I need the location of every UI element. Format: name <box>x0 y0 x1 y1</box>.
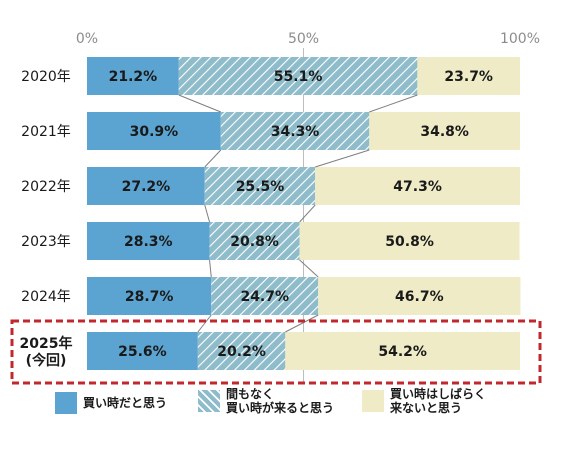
data-label: 50.8% <box>385 234 434 250</box>
x-tick-label: 50% <box>288 31 319 47</box>
data-label: 30.9% <box>130 124 179 140</box>
connector-line <box>369 94 418 113</box>
data-label: 28.7% <box>125 289 174 305</box>
connector-line <box>204 149 222 168</box>
connector-line <box>178 94 221 113</box>
x-tick-label: 100% <box>500 31 540 47</box>
legend-label-not-soon: 買い時はしばらく 来ないと思う <box>390 387 487 415</box>
bar-segment <box>315 167 520 205</box>
data-label: 20.2% <box>217 344 266 360</box>
legend-item-coming-soon: 間もなく 買い時が来ると思う <box>198 387 334 415</box>
category-label: 2023年 <box>21 234 71 250</box>
highlight-box <box>10 319 542 385</box>
bar-segment <box>211 277 319 315</box>
legend-label-coming-soon: 間もなく 買い時が来ると思う <box>226 387 335 415</box>
connector-line <box>299 204 316 223</box>
x-tick-label: 0% <box>76 31 98 47</box>
bar-segment <box>87 112 221 150</box>
bar-segment <box>369 112 520 150</box>
data-label: 34.3% <box>271 124 320 140</box>
category-label: 2022年 <box>21 179 71 195</box>
bar-segment <box>87 57 179 95</box>
bar-segment <box>178 57 418 95</box>
bar-segment <box>87 332 198 370</box>
data-label: 27.2% <box>122 179 171 195</box>
data-label: 54.2% <box>378 344 427 360</box>
data-label: 25.5% <box>236 179 285 195</box>
data-label: 28.3% <box>124 234 173 250</box>
data-label: 46.7% <box>395 289 444 305</box>
data-label: 21.2% <box>109 69 158 85</box>
legend-swatch-buy-now <box>55 392 77 414</box>
connector-line <box>204 204 211 223</box>
bar-segment <box>87 222 210 260</box>
category-label: 2024年 <box>21 289 71 305</box>
data-label: 34.8% <box>420 124 469 140</box>
legend-swatch-coming-soon <box>198 390 220 412</box>
connector-line <box>315 149 370 168</box>
legend-item-not-soon: 買い時はしばらく 来ないと思う <box>362 387 486 415</box>
bar-segment <box>87 277 212 315</box>
connector-line <box>285 314 319 333</box>
bar-segment <box>197 332 286 370</box>
bar-segment <box>299 222 520 260</box>
category-label: 2021年 <box>21 124 71 140</box>
data-label: 20.8% <box>230 234 279 250</box>
bar-segment <box>204 167 316 205</box>
legend-label-buy-now: 買い時だと思う <box>83 396 168 410</box>
category-label: 2020年 <box>21 69 71 85</box>
connector-line <box>197 314 212 333</box>
category-label: 2025年(今回) <box>20 335 73 369</box>
bar-segment <box>318 277 521 315</box>
bar-segment <box>220 112 370 150</box>
data-label: 55.1% <box>274 69 323 85</box>
bar-segment <box>87 167 205 205</box>
data-label: 25.6% <box>118 344 167 360</box>
data-label: 47.3% <box>393 179 442 195</box>
bar-segment <box>417 57 520 95</box>
bar-segment <box>209 222 300 260</box>
legend-item-buy-now: 買い時だと思う <box>55 392 167 414</box>
bar-segment <box>285 332 520 370</box>
data-label: 23.7% <box>444 69 493 85</box>
connector-line <box>209 259 212 278</box>
connector-line <box>299 259 319 278</box>
data-label: 24.7% <box>240 289 289 305</box>
legend-swatch-not-soon <box>362 390 384 412</box>
